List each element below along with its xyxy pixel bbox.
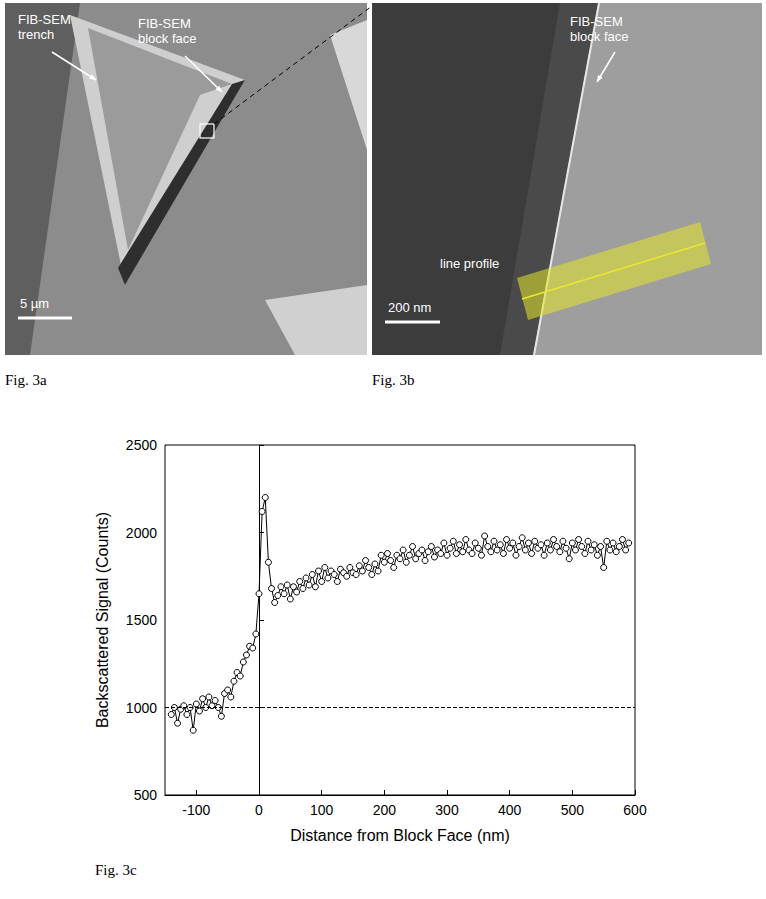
- svg-text:500: 500: [561, 802, 585, 818]
- svg-text:200 nm: 200 nm: [388, 300, 431, 315]
- svg-text:2000: 2000: [126, 525, 157, 541]
- svg-text:0: 0: [255, 802, 263, 818]
- svg-text:Distance from Block Face (nm): Distance from Block Face (nm): [290, 827, 510, 844]
- html-text:Fig. 3b: Fig. 3b: [372, 372, 415, 388]
- svg-text:Backscattered Signal (Counts): Backscattered Signal (Counts): [94, 512, 111, 728]
- svg-text:300: 300: [435, 802, 459, 818]
- html-text:Fig. 3a: Fig. 3a: [5, 372, 47, 388]
- html-text:Fig. 3c: Fig. 3c: [95, 862, 137, 878]
- svg-text:200: 200: [373, 802, 397, 818]
- svg-text:500: 500: [134, 787, 158, 803]
- svg-text:FIB-SEMtrench: FIB-SEMtrench: [18, 12, 71, 42]
- svg-text:1000: 1000: [126, 700, 157, 716]
- svg-text:1500: 1500: [126, 612, 157, 628]
- svg-text:line profile: line profile: [440, 256, 499, 271]
- svg-text:5 µm: 5 µm: [20, 296, 49, 311]
- svg-text:-100: -100: [182, 802, 210, 818]
- svg-text:2500: 2500: [126, 437, 157, 453]
- svg-text:FIB-SEMblock face: FIB-SEMblock face: [570, 14, 629, 44]
- svg-text:400: 400: [498, 802, 522, 818]
- svg-text:600: 600: [623, 802, 647, 818]
- svg-text:100: 100: [310, 802, 334, 818]
- svg-text:FIB-SEMblock face: FIB-SEMblock face: [138, 16, 197, 46]
